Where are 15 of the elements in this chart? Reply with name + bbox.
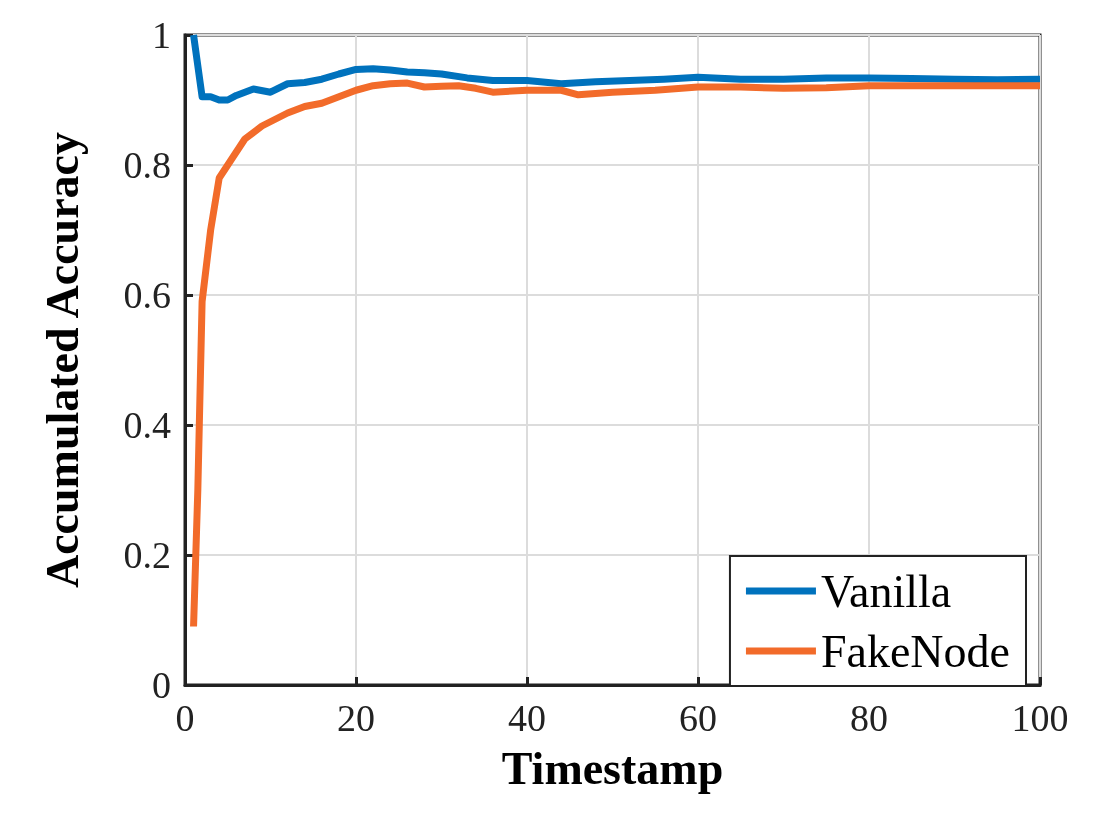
y-tick-label: 0.2 — [123, 534, 171, 576]
x-tick-label: 100 — [1011, 697, 1069, 739]
legend-label: FakeNode — [820, 625, 1011, 677]
y-axis-title: Accumulated Accuracy — [36, 131, 88, 589]
x-tick-label: 20 — [337, 697, 375, 739]
x-tick-label: 60 — [679, 697, 717, 739]
x-axis-title: Timestamp — [501, 742, 724, 794]
y-tick-label: 1 — [152, 14, 171, 56]
y-tick-label: 0.8 — [123, 144, 171, 186]
y-tick-label: 0 — [152, 664, 171, 706]
x-tick-label: 80 — [850, 697, 888, 739]
y-tick-label: 0.4 — [123, 404, 171, 446]
y-tick-label: 0.6 — [123, 274, 171, 316]
legend-label: Vanilla — [820, 565, 952, 617]
x-tick-label: 40 — [508, 697, 546, 739]
